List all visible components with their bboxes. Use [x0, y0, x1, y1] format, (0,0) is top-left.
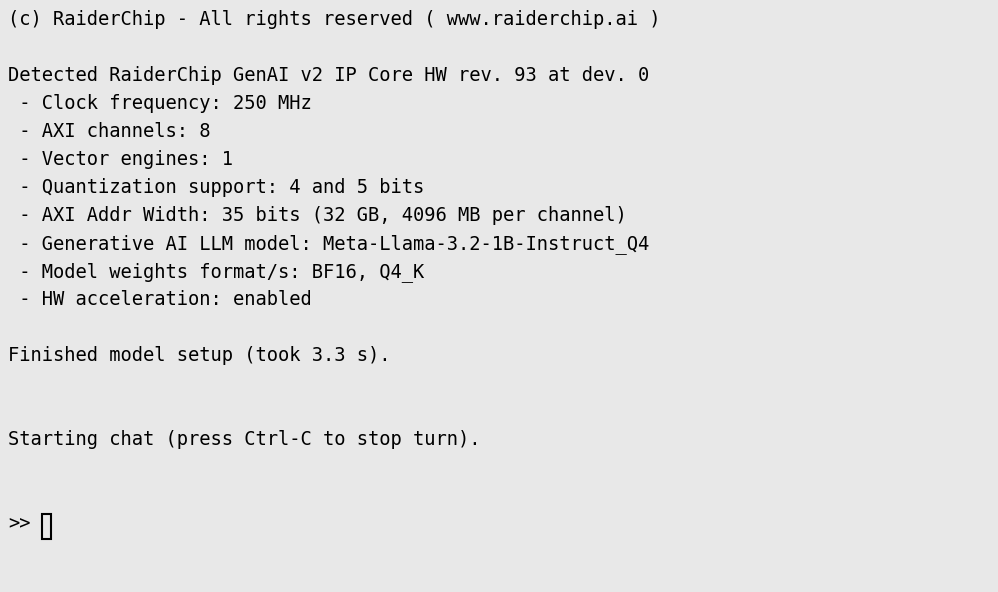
Text: - Clock frequency: 250 MHz: - Clock frequency: 250 MHz	[8, 94, 311, 113]
Text: - AXI channels: 8: - AXI channels: 8	[8, 122, 211, 141]
Text: - Model weights format/s: BF16, Q4_K: - Model weights format/s: BF16, Q4_K	[8, 262, 424, 282]
Text: - AXI Addr Width: 35 bits (32 GB, 4096 MB per channel): - AXI Addr Width: 35 bits (32 GB, 4096 M…	[8, 206, 627, 225]
Text: Starting chat (press Ctrl-C to stop turn).: Starting chat (press Ctrl-C to stop turn…	[8, 430, 480, 449]
Text: - Vector engines: 1: - Vector engines: 1	[8, 150, 233, 169]
Text: >>: >>	[8, 514, 31, 533]
Text: - Quantization support: 4 and 5 bits: - Quantization support: 4 and 5 bits	[8, 178, 424, 197]
Text: (c) RaiderChip - All rights reserved ( www.raiderchip.ai ): (c) RaiderChip - All rights reserved ( w…	[8, 10, 661, 29]
Text: - HW acceleration: enabled: - HW acceleration: enabled	[8, 290, 311, 309]
Text: - Generative AI LLM model: Meta-Llama-3.2-1B-Instruct_Q4: - Generative AI LLM model: Meta-Llama-3.…	[8, 234, 650, 254]
Text: Finished model setup (took 3.3 s).: Finished model setup (took 3.3 s).	[8, 346, 390, 365]
Text: Detected RaiderChip GenAI v2 IP Core HW rev. 93 at dev. 0: Detected RaiderChip GenAI v2 IP Core HW …	[8, 66, 650, 85]
